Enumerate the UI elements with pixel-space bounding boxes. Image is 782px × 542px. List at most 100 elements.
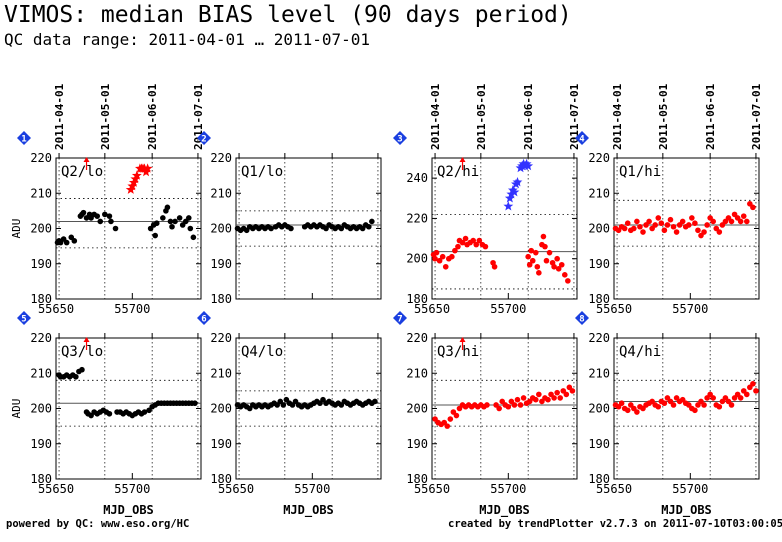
data-point	[701, 402, 707, 408]
data-point	[190, 234, 197, 241]
data-point	[661, 400, 668, 407]
x-tick-label: 55650	[596, 302, 632, 316]
data-point	[667, 216, 674, 223]
data-point	[71, 238, 78, 244]
data-point	[565, 278, 571, 284]
data-point	[634, 409, 640, 415]
data-point	[152, 232, 159, 239]
data-point	[534, 263, 541, 270]
panel-number-badge	[17, 131, 31, 145]
chart-panel-5: 180 190 200 210 220 55650 55700 ADU MJD_OBS 5 Q3/l…	[10, 311, 202, 518]
data-point	[543, 257, 550, 264]
data-point	[618, 400, 625, 407]
footer-credit: powered by QC: www.eso.org/HC	[6, 518, 190, 530]
data-point-star	[523, 160, 534, 171]
data-point	[164, 204, 171, 211]
data-point	[449, 253, 455, 260]
y-tick-label: 220	[588, 331, 610, 345]
data-point	[753, 388, 759, 394]
chart-panel-8: 180 190 200 210 220 55650 55700 MJD_OBS 8 Q4/hi	[575, 311, 760, 518]
panel-number-text: 8	[579, 315, 584, 325]
y-tick-label: 220	[30, 151, 52, 165]
data-point-star	[131, 170, 142, 180]
data-point	[484, 402, 490, 408]
data-point	[716, 403, 723, 410]
data-point	[511, 402, 518, 408]
data-point	[621, 225, 628, 232]
data-point	[640, 229, 646, 235]
data-point-star	[521, 158, 532, 169]
y-tick-label: 180	[210, 292, 232, 306]
data-point	[743, 391, 750, 398]
panel-number-text: 5	[21, 315, 26, 325]
data-point	[624, 220, 631, 227]
data-point	[716, 229, 723, 235]
y-tick-label: 190	[30, 437, 52, 451]
data-point	[561, 272, 568, 278]
y-tick-label: 220	[406, 211, 428, 225]
y-tick-label: 220	[588, 151, 610, 165]
data-point	[542, 243, 548, 250]
date-tick-label: 2011-07-01	[568, 83, 581, 150]
panel-number-text: 7	[397, 315, 402, 325]
data-point	[710, 218, 717, 225]
footer-created-by: created by trendPlotter v2.7.3 on 2011-0…	[448, 518, 782, 530]
data-point	[192, 400, 198, 407]
data-point	[433, 249, 440, 256]
y-tick-label: 180	[588, 472, 610, 486]
data-point	[655, 403, 662, 410]
data-point	[455, 243, 461, 250]
plot-frame	[431, 157, 578, 300]
x-tick-label: 55650	[414, 482, 450, 496]
data-point	[496, 405, 502, 412]
data-point	[160, 215, 166, 221]
x-tick-label: 55650	[38, 302, 74, 316]
data-point	[167, 218, 174, 225]
y-tick-label: 190	[30, 257, 52, 271]
data-point	[79, 366, 85, 373]
x-axis-label: MJD_OBS	[103, 503, 154, 518]
data-point	[372, 398, 378, 405]
y-tick-label: 200	[30, 222, 52, 236]
data-point	[473, 241, 480, 248]
y-tick-label: 190	[210, 257, 232, 271]
data-point	[141, 409, 148, 415]
data-point-star	[506, 189, 517, 199]
y-tick-label: 210	[30, 186, 52, 200]
data-point	[728, 402, 735, 408]
data-point-star	[142, 163, 153, 173]
data-point	[447, 416, 454, 422]
data-point	[689, 215, 695, 221]
data-point	[365, 223, 372, 230]
date-tick-label: 2011-04-01	[429, 83, 442, 150]
panel-number-badge	[393, 311, 407, 325]
panel-number-badge	[575, 131, 589, 145]
y-tick-label: 190	[588, 437, 610, 451]
data-point	[750, 204, 756, 211]
y-tick-label: 180	[406, 292, 428, 306]
date-tick-label: 2011-05-01	[657, 83, 670, 150]
data-point	[701, 229, 707, 235]
x-axis-label: MJD_OBS	[283, 503, 334, 518]
data-point	[710, 395, 717, 401]
panel-number-text: 3	[397, 135, 402, 145]
data-point	[172, 218, 178, 225]
data-point	[532, 249, 539, 256]
y-tick-label: 190	[210, 437, 232, 451]
data-point	[737, 218, 744, 225]
panel-number-text: 4	[579, 135, 585, 145]
data-point	[750, 381, 756, 387]
y-tick-label: 180	[406, 472, 428, 486]
data-point	[288, 225, 294, 232]
x-tick-label: 55650	[218, 482, 254, 496]
x-tick-label: 55700	[294, 482, 330, 496]
data-point	[73, 373, 79, 380]
data-point	[679, 218, 686, 225]
data-point	[554, 389, 560, 396]
y-tick-label: 210	[210, 186, 232, 200]
data-point	[737, 395, 744, 401]
chart-panel-3: 2011-04-01 2011-05-01 2011-06-01 2011-07-01…	[393, 83, 581, 316]
y-tick-label: 180	[210, 472, 232, 486]
panel-label: Q1/lo	[241, 164, 283, 180]
data-point	[106, 410, 113, 417]
